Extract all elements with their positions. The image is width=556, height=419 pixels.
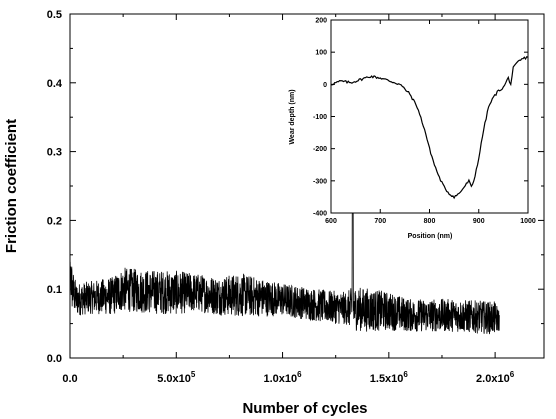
main-x-tick-label: 1.0x106 [264,370,303,385]
main-axis-ticks: 0.0 5.0x105 1.0x106 1.5x106 2.0x106 0.0 0.1 0.2… [47,9,544,385]
main-y-tick-label: 0.0 [47,353,62,365]
inset-plot-frame [330,19,529,214]
inset-x-tick-label: 600 [325,218,337,225]
main-x-tick-label: 2.0x106 [476,370,515,385]
inset-y-tick-label: 200 [315,18,327,25]
inset-y-tick-label: -200 [313,146,327,153]
inset-axis-ticks: 600 700 800 900 1000 -400 -300 -200 -100 0 100 200 [313,18,536,226]
main-y-axis-label: Friction coefficient [3,119,20,253]
inset-y-tick-label: 100 [315,50,327,57]
inset-x-axis-label: Position (nm) [408,233,453,240]
inset-x-tick-label: 700 [374,218,386,225]
inset-y-axis-label: Wear depth (nm) [289,89,296,144]
main-y-tick-label: 0.1 [47,284,62,296]
inset-y-tick-label: -400 [313,211,327,218]
inset-series-layer [330,55,529,200]
main-y-tick-label: 0.4 [47,78,63,90]
inset-y-tick-label: 0 [323,82,327,89]
main-y-tick-label: 0.3 [47,147,62,159]
inset-y-tick-label: -300 [313,178,327,185]
main-y-tick-label: 0.5 [47,9,62,21]
main-series-layer [69,207,500,335]
inset-x-tick-label: 800 [424,218,436,225]
main-x-axis-label: Number of cycles [242,400,367,417]
inset-x-tick-label: 1000 [520,218,536,225]
inset-y-tick-label: -100 [313,114,327,121]
inset-x-tick-label: 900 [473,218,485,225]
main-x-tick-label: 0.0 [62,373,77,385]
main-x-tick-label: 5.0x105 [157,370,196,385]
main-x-tick-label: 1.5x106 [370,370,409,385]
wear-depth-series-line [330,55,529,200]
friction-series-line [69,207,500,335]
main-y-tick-label: 0.2 [47,215,62,227]
